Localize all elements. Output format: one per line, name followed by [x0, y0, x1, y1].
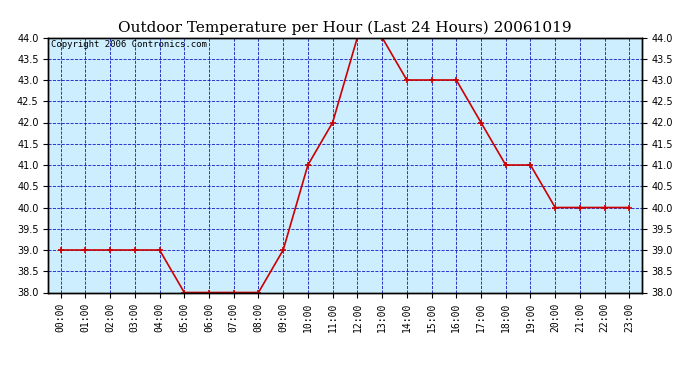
Title: Outdoor Temperature per Hour (Last 24 Hours) 20061019: Outdoor Temperature per Hour (Last 24 Ho… — [118, 21, 572, 35]
Text: Copyright 2006 Contronics.com: Copyright 2006 Contronics.com — [51, 40, 207, 49]
